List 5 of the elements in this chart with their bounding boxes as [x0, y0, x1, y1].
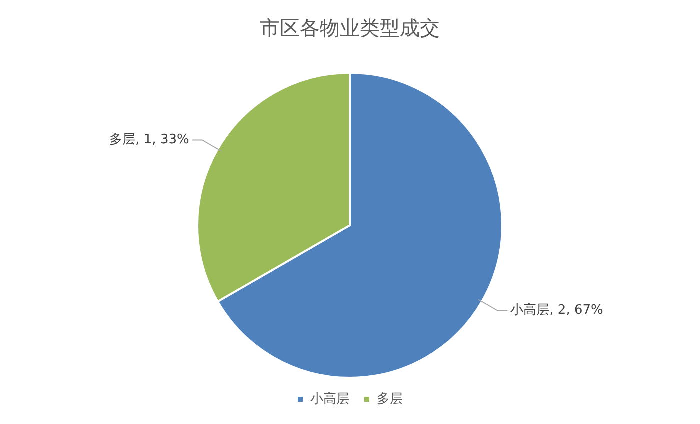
data-label: 小高层, 2, 67% — [510, 302, 604, 318]
legend-label: 小高层 — [310, 390, 350, 407]
chart-title: 市区各物业类型成交 — [260, 16, 440, 40]
legend-label: 多层 — [377, 392, 403, 407]
data-label: 多层, 1, 33% — [110, 132, 190, 148]
